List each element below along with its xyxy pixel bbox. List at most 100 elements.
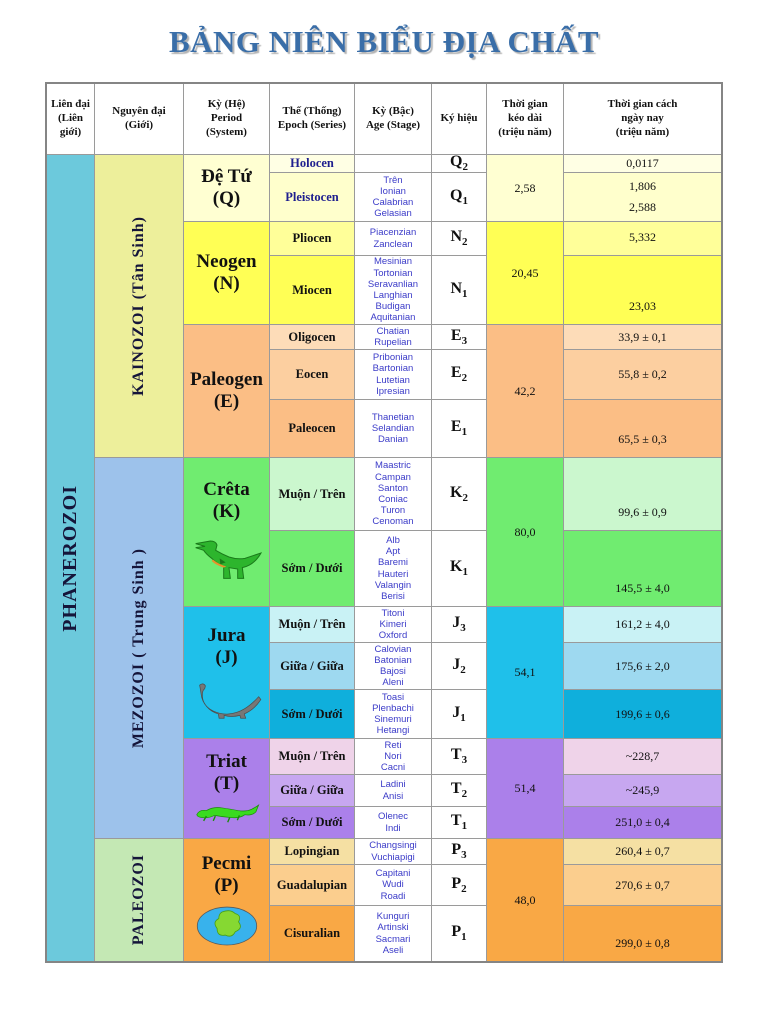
boundary-cell: 270,6 ± 0,7 — [564, 865, 721, 905]
column-header-duration-label: Thời gian kéo dài (triệu năm) — [498, 98, 552, 138]
era-cell-2: PALEOZOI — [95, 839, 183, 961]
duration-cell-2: 42,2 — [487, 325, 563, 457]
epoch-cell-label: Pleistocen — [285, 189, 339, 204]
age-cell — [355, 155, 431, 172]
duration-cell-2-label: 42,2 — [514, 383, 536, 398]
age-cell-label: Olenec Indi — [377, 811, 409, 834]
duration-cell-1: 20,45 — [487, 222, 563, 324]
symbol-cell: J1 — [432, 690, 486, 738]
age-cell-label: Pribonian Bartonian Lutetian Ipresian — [372, 352, 414, 397]
boundary-cell: 145,5 ± 4,0 — [564, 531, 721, 606]
duration-cell-5-label: 51,4 — [514, 781, 536, 795]
symbol-base: P — [451, 841, 462, 859]
symbol-cell: P1 — [432, 906, 486, 961]
boundary-value: 5,332 — [629, 230, 656, 244]
epoch-cell-label: Guadalupian — [276, 877, 348, 892]
age-cell: Kunguri Artinski Sacmari Aseli — [355, 906, 431, 961]
symbol-subscript: 1 — [461, 426, 468, 439]
symbol-base: N — [450, 279, 463, 297]
symbol-base: K — [450, 483, 463, 501]
age-cell: Thanetian Selandian Danian — [355, 400, 431, 457]
duration-cell-6-label: 48,0 — [514, 892, 536, 907]
duration-cell-3: 80,0 — [487, 458, 563, 606]
age-cell-label: Capitani Wudi Roadi — [375, 868, 411, 902]
epoch-cell: Paleocen — [270, 400, 354, 457]
column-header-epoch-label: Thế (Thống) Epoch (Series) — [277, 105, 347, 131]
era-cell-0-label: KAINOZOI (Tân Sinh) — [130, 216, 147, 396]
symbol-subscript: 2 — [461, 883, 467, 896]
symbol-base: J — [452, 655, 461, 673]
age-cell: Reti Nori Cacni — [355, 739, 431, 774]
boundary-value: 0,0117 — [626, 156, 659, 170]
symbol-base: T — [450, 780, 462, 798]
boundary-cell: 5,332 — [564, 222, 721, 255]
symbol-subscript: 3 — [461, 335, 468, 348]
column-header-symbol-label: Ký hiệu — [440, 112, 478, 125]
column-header-time-before-present-label: Thời gian cách ngày nay (triệu năm) — [607, 98, 678, 138]
column-header-epoch: Thế (Thống) Epoch (Series) — [270, 84, 354, 154]
age-cell-label: Kunguri Artinski Sacmari Aseli — [375, 911, 411, 956]
epoch-cell: Giữa / Giữa — [270, 775, 354, 806]
era-cell-2-label: PALEOZOI — [130, 854, 147, 946]
period-name: Neogen (N) — [196, 251, 257, 294]
period-cell-3: Crêta (K) — [184, 458, 269, 606]
epoch-cell-label: Eocen — [295, 367, 329, 381]
trex-icon — [190, 537, 264, 585]
period-name: Crêta (K) — [203, 478, 250, 522]
age-cell-label: Alb Apt Baremi Hauteri Valangin Berisi — [374, 534, 412, 602]
epoch-cell-label: Miocen — [292, 282, 332, 297]
symbol-subscript: 2 — [462, 236, 468, 249]
period-name: Triat (T) — [206, 751, 247, 795]
boundary-value: 299,0 ± 0,8 — [615, 936, 670, 950]
age-cell: Olenec Indi — [355, 807, 431, 838]
period-name: Paleogen (E) — [190, 369, 263, 412]
epoch-cell-label: Lopingian — [284, 844, 340, 858]
epoch-cell: Oligocen — [270, 325, 354, 349]
symbol-base: J — [452, 614, 461, 632]
boundary-value: 99,6 ± 0,9 — [618, 505, 667, 519]
duration-cell-6: 48,0 — [487, 839, 563, 961]
column-header-eon-label: Liên đại (Liên giới) — [51, 98, 90, 138]
duration-cell-1-label: 20,45 — [511, 265, 539, 280]
symbol-subscript: 1 — [462, 288, 468, 301]
symbol-base: K — [450, 558, 463, 576]
boundary-value: 65,5 ± 0,3 — [618, 432, 667, 446]
epoch-cell: Muộn / Trên — [270, 607, 354, 642]
duration-cell-4: 54,1 — [487, 607, 563, 738]
epoch-cell: Pleistocen — [270, 173, 354, 221]
boundary-value: ~228,7 — [625, 749, 660, 763]
age-cell-label: Calovian Batonian Bajosi Aleni — [374, 643, 412, 689]
epoch-cell-label: Muộn / Trên — [278, 486, 346, 501]
symbol-base: J — [452, 703, 461, 721]
period-cell-2: Paleogen (E) — [184, 325, 269, 457]
boundary-value: 145,5 ± 4,0 — [615, 581, 670, 595]
column-header-eon: Liên đại (Liên giới) — [47, 84, 94, 154]
column-header-age: Kỳ (Bậc) Age (Stage) — [355, 84, 431, 154]
geologic-time-table: Liên đại (Liên giới) Nguyên đại (Giới) Kỳ … — [45, 82, 723, 963]
boundary-value: 199,6 ± 0,6 — [615, 706, 670, 721]
epoch-cell-label: Paleocen — [288, 421, 336, 435]
boundary-value: 1,806 — [629, 179, 656, 193]
period-cell-5: Triat (T) — [184, 739, 269, 838]
boundary-value-2: 2,588 — [629, 200, 656, 214]
boundary-cell: 55,8 ± 0,2 — [564, 350, 721, 399]
epoch-cell-label: Muộn / Trên — [278, 617, 346, 631]
page-title: BẢNG NIÊN BIỂU ĐỊA CHẤT — [168, 24, 600, 59]
symbol-subscript: 1 — [462, 566, 468, 579]
epoch-cell-label: Sớm / Dưới — [281, 706, 343, 721]
symbol-subscript: 1 — [460, 712, 466, 725]
age-cell: Ladini Anisi — [355, 775, 431, 806]
epoch-cell: Guadalupian — [270, 865, 354, 905]
epoch-cell: Cisuralian — [270, 906, 354, 961]
symbol-subscript: 3 — [461, 849, 467, 862]
earth-icon — [194, 905, 260, 947]
epoch-cell-label: Holocen — [290, 156, 334, 170]
symbol-subscript: 2 — [462, 492, 468, 505]
age-cell: Chatian Rupelian — [355, 325, 431, 349]
epoch-cell: Muộn / Trên — [270, 458, 354, 530]
boundary-cell: 260,4 ± 0,7 — [564, 839, 721, 864]
age-cell-label: Titoni Kimeri Oxford — [378, 607, 408, 642]
period-name: Pecmi (P) — [201, 853, 252, 896]
boundary-value: 251,0 ± 0,4 — [615, 815, 670, 829]
epoch-cell: Miocen — [270, 256, 354, 324]
